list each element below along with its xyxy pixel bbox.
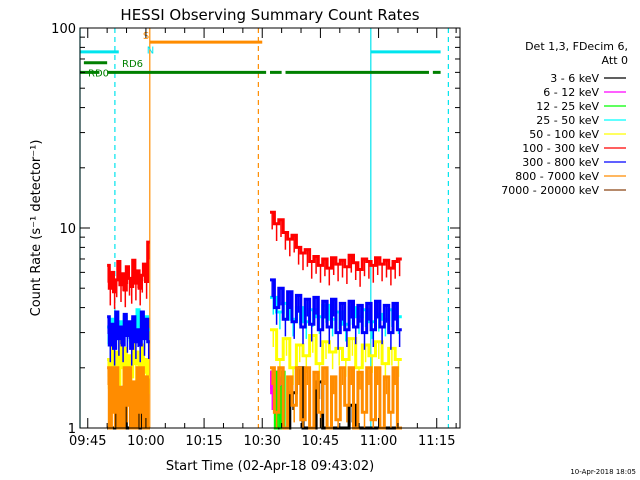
series-6-segment-1 (107, 240, 150, 294)
x-axis-label: Start Time (02-Apr-18 09:43:02) (166, 459, 374, 474)
series-8-segment-1 (107, 366, 150, 430)
x-tick-label-1045: 10:45 (302, 434, 339, 449)
legend-label-5: 50 - 100 keV (529, 128, 599, 141)
legend-label-1: 3 - 6 keV (550, 72, 599, 85)
x-tick-label-1015: 10:15 (185, 434, 222, 449)
x-tick-label-1100: 11:00 (360, 434, 397, 449)
flag-rd0-label: RD0 (88, 68, 109, 79)
legend-label-8: 800 - 7000 keV (515, 170, 599, 183)
x-tick-label-1115: 11:15 (418, 434, 455, 449)
y-tick-label-1: 1 (68, 422, 76, 437)
x-tick-label-1030: 10:30 (244, 434, 281, 449)
x-tick-label-0945: 09:45 (69, 434, 106, 449)
legend-label-3: 12 - 25 keV (536, 100, 599, 113)
series-8-segment-2 (270, 366, 402, 430)
plot-area: RD0RD6SN (79, 28, 449, 430)
legend-header-line-2: Att 0 (602, 54, 628, 67)
legend-label-7: 300 - 800 keV (522, 156, 599, 169)
y-axis-label: Count Rate (s⁻¹ detector⁻¹) (29, 140, 44, 317)
legend-label-6: 100 - 300 keV (522, 142, 599, 155)
footer-date: 10-Apr-2018 18:05 (570, 468, 636, 476)
series-7-segment-2 (270, 278, 402, 335)
plot-frame: 1 10 100 09:45 10:00 10:15 10:30 10:45 11:00 11:1… (51, 22, 461, 449)
legend-label-2: 6 - 12 keV (543, 86, 599, 99)
y-tick-label-10: 10 (59, 222, 76, 237)
legend-header-line-1: Det 1,3, FDecim 6, (525, 40, 628, 53)
legend-label-9: 7000 - 20000 keV (501, 184, 599, 197)
flag-marker-2: N (147, 46, 154, 57)
series-6-segment-2 (270, 210, 402, 271)
flag-rd6-label: RD6 (122, 59, 143, 70)
chart-title: HESSI Observing Summary Count Rates (120, 6, 419, 24)
series-7-segment-1 (107, 310, 150, 350)
legend-label-4: 25 - 50 keV (536, 114, 599, 127)
y-tick-label-100: 100 (51, 22, 76, 37)
x-tick-label-1000: 10:00 (127, 434, 164, 449)
